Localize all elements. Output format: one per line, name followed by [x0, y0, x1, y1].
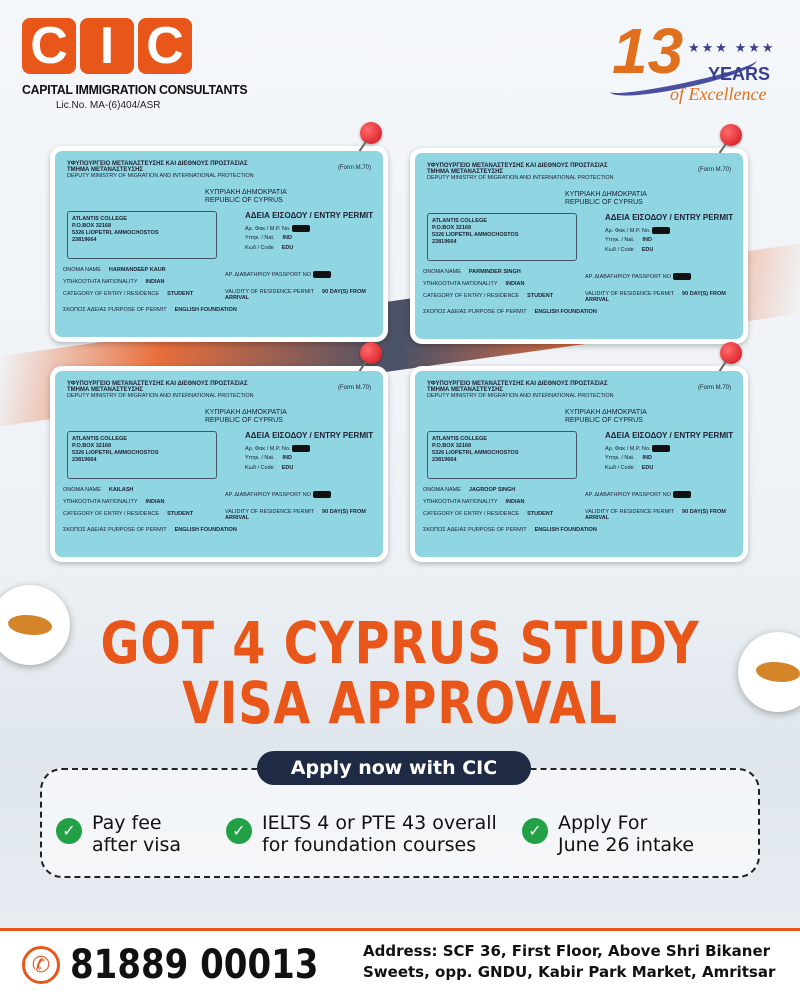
dept-text: ΤΜΗΜΑ ΜΕΤΑΝΑΣΤΕΥΣΗΣ	[67, 167, 144, 173]
headline-line1: GOT 4 CYPRUS STUDY	[100, 609, 700, 677]
form-number: (Form M.70)	[338, 165, 371, 171]
feature-text: IELTS 4 or PTE 43 overall	[262, 812, 497, 834]
republic-en: REPUBLIC OF CYPRUS	[205, 417, 283, 424]
stars-icon: ★★★ ★★★	[688, 40, 776, 55]
redacted	[651, 445, 670, 452]
dept-en-text: DEPUTY MINISTRY OF MIGRATION AND INTERNA…	[427, 175, 614, 181]
republic-gr: ΚΥΠΡΙΑΚΗ ΔΗΜΟΚΡΑΤΙΑ	[565, 409, 647, 416]
cyprus-flag-icon	[738, 632, 800, 712]
phone-number[interactable]: 81889 00013	[70, 942, 319, 988]
dept-en-text: DEPUTY MINISTRY OF MIGRATION AND INTERNA…	[67, 173, 254, 179]
dept-en-text: DEPUTY MINISTRY OF MIGRATION AND INTERNA…	[427, 393, 614, 399]
redacted	[291, 445, 310, 452]
form-number: (Form M.70)	[698, 167, 731, 173]
permit-title: ΑΔΕΙΑ ΕΙΣΟΔΟΥ / ENTRY PERMIT	[245, 211, 374, 220]
feature-item: ✓ Pay fee after visa	[56, 812, 181, 856]
entry-permit-card: ΥΦΥΠΟΥΡΓΕΙΟ ΜΕΤΑΝΑΣΤΕΥΣΗΣ ΚΑΙ ΔΙΕΘΝΟΥΣ Π…	[410, 366, 748, 562]
years-number: 13	[612, 15, 684, 87]
check-circle-icon: ✓	[56, 818, 82, 844]
ministry-text: ΥΦΥΠΟΥΡΓΕΙΟ ΜΕΤΑΝΑΣΤΕΥΣΗΣ ΚΑΙ ΔΙΕΘΝΟΥΣ Π…	[427, 381, 608, 387]
footer-divider	[0, 928, 800, 931]
applicant-name: JAGROOP SINGH	[468, 487, 516, 493]
feature-text: Apply For	[558, 812, 648, 834]
address: Address: SCF 36, First Floor, Above Shri…	[363, 942, 776, 981]
check-circle-icon: ✓	[522, 818, 548, 844]
employer-address: ATLANTIS COLLEGE P.O.BOX 32168 5326 LIOPET…	[427, 431, 577, 479]
redacted	[312, 491, 331, 498]
headline-line2: VISA APPROVAL	[182, 669, 618, 737]
logo-letter: I	[80, 18, 134, 74]
entry-permit-card: ΥΦΥΠΟΥΡΓΕΙΟ ΜΕΤΑΝΑΣΤΕΥΣΗΣ ΚΑΙ ΔΙΕΘΝΟΥΣ Π…	[50, 146, 388, 342]
dept-text: ΤΜΗΜΑ ΜΕΤΑΝΑΣΤΕΥΣΗΣ	[67, 387, 144, 393]
republic-gr: ΚΥΠΡΙΑΚΗ ΔΗΜΟΚΡΑΤΙΑ	[205, 189, 287, 196]
footer	[0, 931, 800, 1000]
logo-letter: C	[22, 18, 76, 74]
republic-gr: ΚΥΠΡΙΑΚΗ ΔΗΜΟΚΡΑΤΙΑ	[565, 191, 647, 198]
ministry-text: ΥΦΥΠΟΥΡΓΕΙΟ ΜΕΤΑΝΑΣΤΕΥΣΗΣ ΚΑΙ ΔΙΕΘΝΟΥΣ Π…	[67, 161, 248, 167]
entry-permit-card: ΥΦΥΠΟΥΡΓΕΙΟ ΜΕΤΑΝΑΣΤΕΥΣΗΣ ΚΑΙ ΔΙΕΘΝΟΥΣ Π…	[50, 366, 388, 562]
permit-title: ΑΔΕΙΑ ΕΙΣΟΔΟΥ / ENTRY PERMIT	[605, 213, 734, 222]
feature-text: for foundation courses	[262, 834, 477, 856]
applicant-name: KAILASH	[108, 487, 134, 493]
redacted	[291, 225, 310, 232]
republic-en: REPUBLIC OF CYPRUS	[565, 417, 643, 424]
employer-address: ATLANTIS COLLEGE P.O.BOX 32168 5326 LIOPET…	[427, 213, 577, 261]
feature-item: ✓ Apply For June 26 intake	[522, 812, 694, 856]
feature-text: after visa	[92, 834, 182, 856]
redacted	[651, 227, 670, 234]
employer-address: ATLANTIS COLLEGE P.O.BOX 32168 5326 LIOPET…	[67, 431, 217, 479]
apply-now-button[interactable]: Apply now with CIC	[257, 751, 531, 785]
years-label: YEARS	[708, 64, 771, 84]
feature-item: ✓ IELTS 4 or PTE 43 overall for foundatio…	[226, 812, 497, 856]
ministry-text: ΥΦΥΠΟΥΡΓΕΙΟ ΜΕΤΑΝΑΣΤΕΥΣΗΣ ΚΑΙ ΔΙΕΘΝΟΥΣ Π…	[67, 381, 248, 387]
redacted	[672, 273, 691, 280]
republic-gr: ΚΥΠΡΙΑΚΗ ΔΗΜΟΚΡΑΤΙΑ	[205, 409, 287, 416]
redacted	[672, 491, 691, 498]
logo-letter: C	[138, 18, 192, 74]
dept-text: ΤΜΗΜΑ ΜΕΤΑΝΑΣΤΕΥΣΗΣ	[427, 169, 504, 175]
cyprus-flag-icon	[0, 585, 70, 665]
applicant-name: PARMINDER SINGH	[468, 269, 521, 275]
employer-address: ATLANTIS COLLEGE P.O.BOX 32168 5326 LIOPET…	[67, 211, 217, 259]
ministry-text: ΥΦΥΠΟΥΡΓΕΙΟ ΜΕΤΑΝΑΣΤΕΥΣΗΣ ΚΑΙ ΔΙΕΘΝΟΥΣ Π…	[427, 163, 608, 169]
permit-title: ΑΔΕΙΑ ΕΙΣΟΔΟΥ / ENTRY PERMIT	[245, 431, 374, 440]
pushpin-icon	[360, 342, 382, 364]
company-name: CAPITAL IMMIGRATION CONSULTANTS	[22, 82, 248, 97]
permit-title: ΑΔΕΙΑ ΕΙΣΟΔΟΥ / ENTRY PERMIT	[605, 431, 734, 440]
entry-permit-card: ΥΦΥΠΟΥΡΓΕΙΟ ΜΕΤΑΝΑΣΤΕΥΣΗΣ ΚΑΙ ΔΙΕΘΝΟΥΣ Π…	[410, 148, 748, 344]
form-number: (Form M.70)	[338, 385, 371, 391]
pushpin-icon	[360, 122, 382, 144]
license-number: Lic.No. MA-(6)404/ASR	[56, 100, 161, 111]
cic-logo: C I C CAPITAL IMMIGRATION CONSULTANTS Li…	[22, 18, 259, 111]
phone-icon: ✆	[22, 946, 60, 984]
dept-text: ΤΜΗΜΑ ΜΕΤΑΝΑΣΤΕΥΣΗΣ	[427, 387, 504, 393]
dept-en-text: DEPUTY MINISTRY OF MIGRATION AND INTERNA…	[67, 393, 254, 399]
feature-text: June 26 intake	[558, 834, 695, 856]
feature-text: Pay fee	[92, 812, 162, 834]
republic-en: REPUBLIC OF CYPRUS	[205, 197, 283, 204]
pushpin-icon	[720, 342, 742, 364]
pushpin-icon	[720, 124, 742, 146]
excellence-label: of Excellence	[670, 84, 767, 104]
form-number: (Form M.70)	[698, 385, 731, 391]
years-badge: 13 ★★★ ★★★ YEARS of Excellence	[607, 14, 778, 104]
applicant-name: HARMANDEEP KAUR	[108, 267, 166, 273]
redacted	[312, 271, 331, 278]
check-circle-icon: ✓	[226, 818, 252, 844]
republic-en: REPUBLIC OF CYPRUS	[565, 199, 643, 206]
